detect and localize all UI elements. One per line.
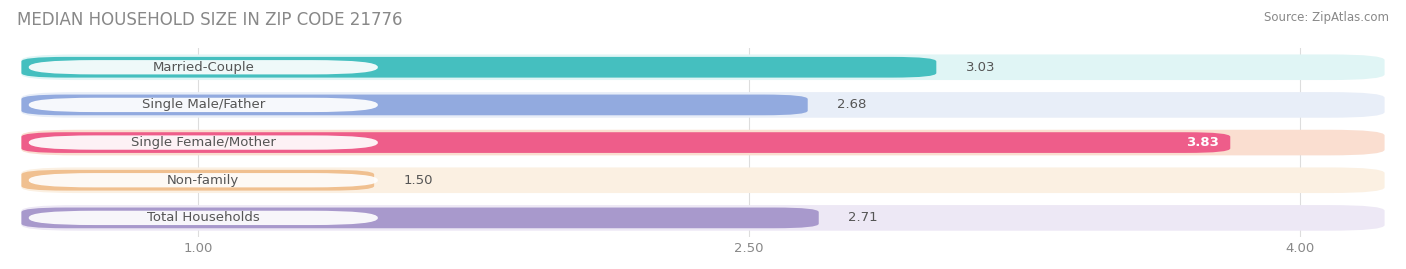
FancyBboxPatch shape [28,211,378,225]
FancyBboxPatch shape [21,170,374,190]
FancyBboxPatch shape [21,92,1385,118]
FancyBboxPatch shape [28,173,378,187]
Text: Total Households: Total Households [146,211,260,224]
Text: Single Male/Father: Single Male/Father [142,98,264,111]
Text: 3.83: 3.83 [1187,136,1219,149]
Text: 1.50: 1.50 [404,174,433,187]
FancyBboxPatch shape [28,135,378,150]
Text: MEDIAN HOUSEHOLD SIZE IN ZIP CODE 21776: MEDIAN HOUSEHOLD SIZE IN ZIP CODE 21776 [17,11,402,29]
FancyBboxPatch shape [21,57,936,77]
FancyBboxPatch shape [28,98,378,112]
FancyBboxPatch shape [21,94,807,115]
Text: Married-Couple: Married-Couple [152,61,254,74]
FancyBboxPatch shape [21,130,1385,155]
FancyBboxPatch shape [21,167,1385,193]
FancyBboxPatch shape [21,205,1385,231]
Text: Non-family: Non-family [167,174,239,187]
Text: Source: ZipAtlas.com: Source: ZipAtlas.com [1264,11,1389,24]
FancyBboxPatch shape [21,132,1230,153]
Text: Single Female/Mother: Single Female/Mother [131,136,276,149]
Text: 2.71: 2.71 [848,211,877,224]
FancyBboxPatch shape [28,60,378,75]
Text: 2.68: 2.68 [837,98,866,111]
Text: 3.03: 3.03 [966,61,995,74]
FancyBboxPatch shape [21,54,1385,80]
FancyBboxPatch shape [21,208,818,228]
